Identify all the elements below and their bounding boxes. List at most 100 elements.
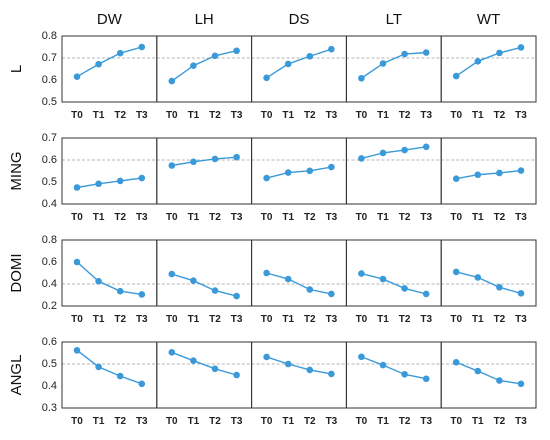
data-point	[116, 287, 124, 295]
x-tick-label: T2	[494, 314, 506, 325]
x-tick-label: T3	[231, 416, 243, 427]
data-point	[474, 367, 482, 375]
x-tick-label: T0	[71, 314, 83, 325]
panel-ming-ds: T0 T1 T2 T3	[251, 137, 347, 223]
panel-domi-ds: T0 T1 T2 T3	[251, 239, 347, 325]
x-tick-label: T0	[356, 212, 368, 223]
data-point	[306, 167, 314, 175]
data-point	[190, 357, 197, 365]
data-point	[517, 44, 525, 51]
data-point	[95, 60, 102, 68]
data-point	[138, 174, 146, 182]
x-tick-label: T2	[209, 212, 221, 223]
panel-ming-lt: T0 T1 T2 T3	[345, 137, 442, 223]
data-point	[379, 275, 387, 283]
data-point	[452, 175, 460, 182]
data-point	[233, 153, 240, 161]
x-tick-label: T1	[282, 416, 294, 427]
y-tick-label: 0.5	[42, 96, 57, 108]
x-tick-label: T3	[326, 110, 338, 121]
series-line	[266, 48, 332, 79]
data-point	[379, 149, 387, 157]
y-tick-label: 0.6	[42, 154, 57, 166]
x-tick-label: T3	[231, 110, 243, 121]
y-tick-label: 0.8	[42, 234, 57, 246]
data-point	[233, 371, 240, 379]
x-tick-label: T1	[93, 416, 105, 427]
data-point	[358, 155, 365, 162]
panel-frame	[345, 341, 442, 409]
row-label-ming: MING	[8, 151, 25, 190]
series-line	[361, 146, 427, 160]
data-point	[496, 377, 503, 384]
x-tick-label: T1	[93, 212, 105, 223]
y-tick-label: 0.7	[42, 52, 57, 64]
x-tick-label: T1	[188, 212, 200, 223]
series-line	[171, 273, 237, 297]
data-point	[211, 155, 219, 163]
data-point	[211, 287, 219, 294]
data-point	[168, 77, 176, 85]
x-tick-label: T2	[209, 110, 221, 121]
x-tick-label: T1	[472, 212, 484, 223]
x-tick-label: T0	[261, 110, 273, 121]
data-point	[284, 360, 292, 368]
y-tick-label: 0.4	[42, 380, 57, 392]
series-line	[76, 177, 142, 189]
panel-frame	[440, 239, 537, 307]
y-tick-label: 0.4	[42, 278, 57, 290]
x-tick-label: T0	[166, 314, 178, 325]
x-tick-label: T0	[71, 110, 83, 121]
panel-domi-dw: T0 T1 T2 T3	[61, 239, 158, 325]
data-point	[452, 268, 460, 276]
data-point	[306, 52, 314, 60]
data-point	[211, 52, 219, 60]
x-tick-label: T2	[399, 212, 411, 223]
panel-angl-ds: T0 T1 T2 T3	[251, 341, 347, 427]
x-tick-label: T3	[326, 416, 338, 427]
x-tick-label: T0	[71, 212, 83, 223]
x-tick-label: T1	[472, 110, 484, 121]
series-line	[456, 271, 522, 295]
x-tick-label: T2	[209, 416, 221, 427]
x-tick-label: T3	[515, 314, 527, 325]
data-point	[211, 365, 219, 373]
data-point	[328, 163, 335, 171]
y-tick-label: 0.8	[42, 30, 57, 42]
x-tick-label: T2	[304, 212, 316, 223]
data-point	[517, 380, 525, 388]
data-point	[73, 347, 81, 354]
data-point	[138, 380, 146, 388]
x-tick-label: T2	[494, 416, 506, 427]
x-tick-label: T3	[515, 416, 527, 427]
y-tick-label: 0.5	[42, 358, 57, 370]
data-point	[284, 169, 292, 176]
x-tick-label: T3	[420, 110, 432, 121]
data-point	[358, 74, 365, 82]
x-tick-label: T2	[494, 110, 506, 121]
x-tick-label: T1	[188, 416, 200, 427]
data-point	[401, 285, 408, 292]
panel-frame	[251, 35, 347, 103]
series-line	[171, 156, 237, 167]
x-tick-label: T0	[71, 416, 83, 427]
y-tick-label: 0.6	[42, 336, 57, 348]
x-tick-label: T0	[356, 314, 368, 325]
data-point	[496, 284, 503, 291]
data-point	[496, 169, 503, 177]
x-tick-label: T0	[356, 416, 368, 427]
x-tick-label: T0	[450, 212, 462, 223]
column-title-lh: LH	[195, 11, 214, 28]
row-label-angl: ANGL	[8, 355, 25, 396]
panel-domi-lt: T0 T1 T2 T3	[345, 239, 442, 325]
x-tick-label: T0	[356, 110, 368, 121]
data-point	[422, 375, 430, 383]
panel-ming-wt: T0 T1 T2 T3	[440, 137, 537, 223]
data-point	[95, 277, 102, 285]
panel-angl-dw: T0 T1 T2 T3	[61, 341, 158, 427]
panel-angl-wt: T0 T1 T2 T3	[440, 341, 537, 427]
x-tick-label: T1	[472, 416, 484, 427]
column-title-wt: WT	[477, 11, 500, 28]
x-tick-label: T2	[399, 110, 411, 121]
x-tick-label: T2	[399, 314, 411, 325]
